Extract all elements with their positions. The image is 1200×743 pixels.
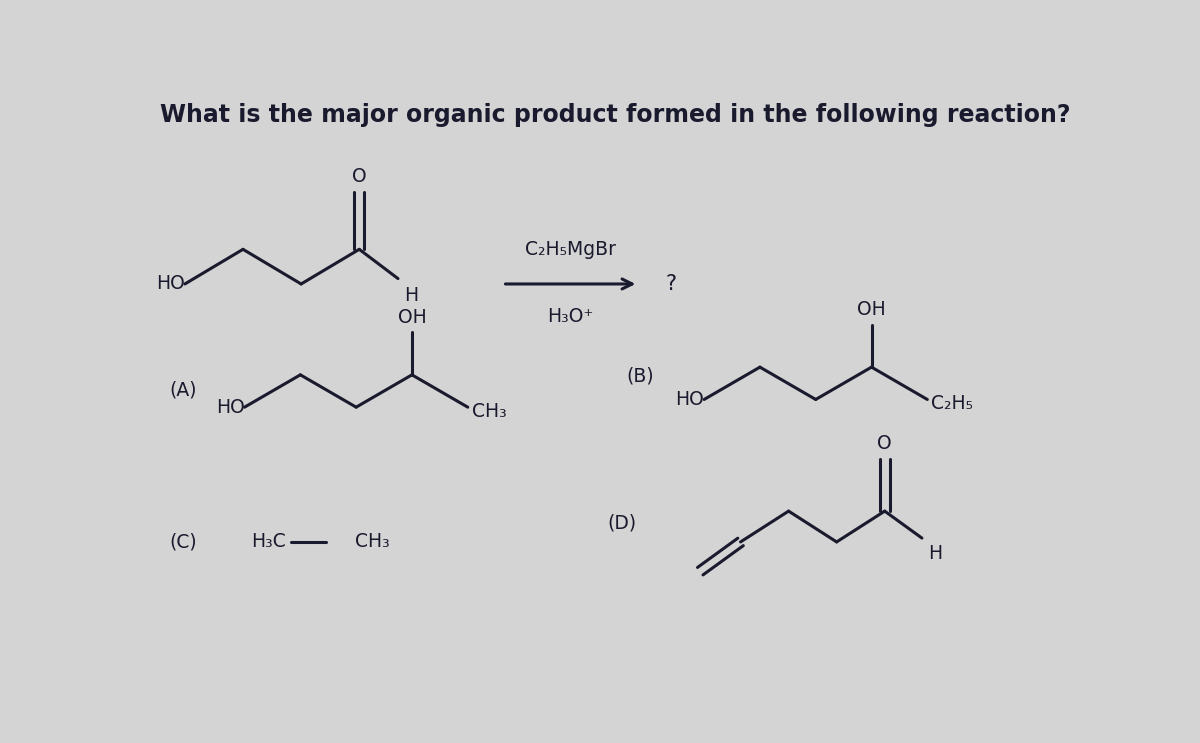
Text: (C): (C): [169, 533, 197, 551]
Text: H₃O⁺: H₃O⁺: [547, 307, 594, 326]
Text: HO: HO: [156, 274, 185, 293]
Text: H: H: [928, 544, 942, 563]
Text: OH: OH: [857, 300, 886, 319]
Text: H₃C: H₃C: [251, 533, 286, 551]
Text: C₂H₅MgBr: C₂H₅MgBr: [524, 240, 616, 259]
Text: C₂H₅: C₂H₅: [931, 394, 973, 413]
Text: ?: ?: [665, 274, 677, 294]
Text: (D): (D): [607, 513, 636, 532]
Text: (A): (A): [169, 380, 197, 400]
Text: H: H: [404, 286, 419, 305]
Text: HO: HO: [676, 390, 704, 409]
Text: (B): (B): [626, 367, 654, 386]
Text: CH₃: CH₃: [472, 401, 506, 421]
Text: What is the major organic product formed in the following reaction?: What is the major organic product formed…: [160, 103, 1070, 126]
Text: HO: HO: [216, 398, 245, 417]
Text: CH₃: CH₃: [355, 533, 390, 551]
Text: O: O: [352, 166, 366, 186]
Text: O: O: [877, 434, 892, 453]
Text: OH: OH: [397, 308, 426, 327]
